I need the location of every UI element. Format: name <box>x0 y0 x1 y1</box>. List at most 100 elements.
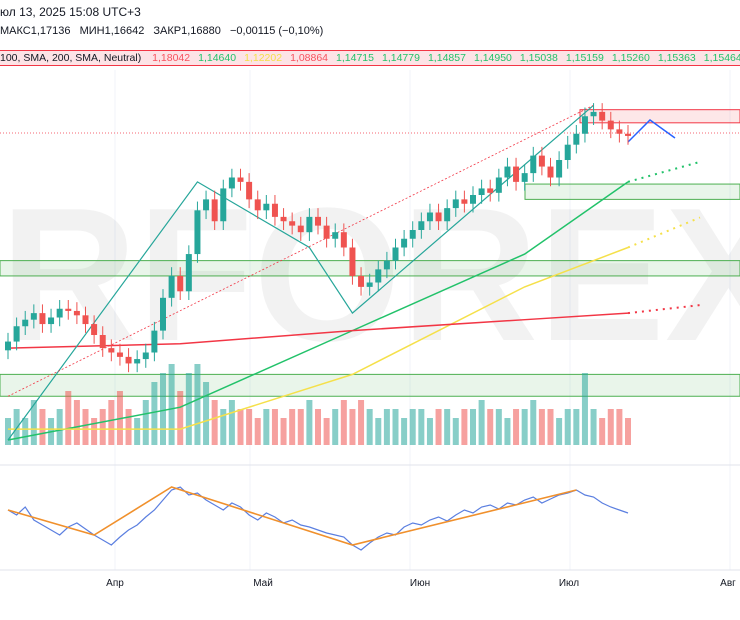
volume-bar <box>607 409 614 445</box>
oscillator-line <box>7 486 629 551</box>
candle-body <box>160 297 166 331</box>
candle-body <box>556 160 563 178</box>
volume-bar <box>73 400 80 445</box>
volume-bar <box>581 373 588 445</box>
candle-body <box>366 282 373 287</box>
volume-bar <box>401 418 408 445</box>
volume-bar <box>547 409 554 445</box>
candle-body <box>280 216 287 222</box>
candle-body <box>48 317 55 325</box>
candle-body <box>521 173 528 182</box>
volume-bar <box>409 409 416 445</box>
candle-body <box>564 144 571 160</box>
ma100-projection <box>627 216 701 249</box>
volume-bar <box>108 400 115 445</box>
volume-bar <box>211 400 218 445</box>
volume-bar <box>289 409 296 445</box>
volume-bar <box>263 409 270 445</box>
candle-body <box>263 203 270 211</box>
volume-bar <box>82 409 89 445</box>
zone-green <box>0 260 740 277</box>
candle-body <box>530 155 537 174</box>
candle-body <box>401 238 408 248</box>
ma-value: 1,15260 <box>611 52 650 64</box>
ma-value: 1,14857 <box>427 52 466 64</box>
candle-body <box>435 212 442 222</box>
candle-body <box>547 166 554 178</box>
candle-body <box>211 199 218 222</box>
volume-bar <box>366 409 373 445</box>
volume-bar <box>573 409 580 445</box>
ma200-projection <box>627 304 701 315</box>
forecast-arrow-icon <box>627 119 676 143</box>
volume-bar <box>22 418 29 445</box>
volume-bar <box>461 409 468 445</box>
candle-body <box>616 129 623 134</box>
candle-body <box>332 232 339 239</box>
oscillator-zigzag <box>7 486 577 546</box>
candle-body <box>470 195 476 204</box>
zone-green <box>0 373 740 397</box>
candle-body <box>409 230 416 239</box>
candle-body <box>5 341 11 351</box>
volume-bar <box>30 400 37 445</box>
x-axis-label: Авг <box>720 578 736 589</box>
volume-bar <box>340 400 347 445</box>
volume-bar <box>134 418 141 445</box>
candle-body <box>177 275 184 292</box>
volume-bar <box>65 391 72 445</box>
candle-body <box>151 330 158 353</box>
volume-bar <box>625 418 631 445</box>
candle-body <box>625 133 631 136</box>
ma-value: 1,18042 <box>152 52 191 64</box>
candle-body <box>65 308 72 311</box>
volume-bar <box>246 409 253 445</box>
volume-bar <box>332 409 339 445</box>
candle-body <box>99 335 106 349</box>
candle-body <box>134 359 141 364</box>
candle-body <box>383 260 390 270</box>
close-value: ЗАКР1,16880 <box>153 25 221 37</box>
candle-body <box>56 308 63 318</box>
x-axis-label: Июн <box>410 578 430 589</box>
candle-body <box>375 269 382 283</box>
candle-body <box>478 188 485 195</box>
low-value: МИН1,16642 <box>79 25 145 37</box>
ma-value: 1,14950 <box>473 52 512 64</box>
volume-bar <box>254 418 261 445</box>
candle-body <box>22 319 29 327</box>
x-axis-label: Апр <box>106 578 124 589</box>
candle-body <box>30 313 37 320</box>
candle-body <box>125 356 132 364</box>
volume-bar <box>237 409 244 445</box>
volume-bar <box>375 418 382 445</box>
volume-bar <box>530 400 537 445</box>
ma-value: 1,15038 <box>519 52 558 64</box>
volume-bar <box>151 382 158 445</box>
candle-body <box>461 199 468 204</box>
volume-bar <box>487 409 494 445</box>
candle-body <box>504 166 511 178</box>
volume-bar <box>91 418 98 445</box>
candle-body <box>392 247 399 261</box>
candle-body <box>203 199 210 211</box>
candle-body <box>73 310 80 316</box>
volume-bar <box>160 373 166 445</box>
candle-body <box>538 155 545 167</box>
high-value: МАКС1,17136 <box>0 25 71 37</box>
ma-indicator-legend[interactable]: 100, SMA, 200, SMA, Neutral) 1,18042 1,14… <box>0 50 740 66</box>
volume-bar <box>203 382 210 445</box>
volume-bar <box>426 418 433 445</box>
candle-body <box>13 326 20 342</box>
candle-body <box>306 216 313 233</box>
candle-body <box>444 208 451 222</box>
candle-body <box>185 254 192 292</box>
volume-bar <box>315 409 321 445</box>
ma-value: 1,14779 <box>382 52 420 64</box>
ma-value: 1,12202 <box>244 52 283 64</box>
volume-bar <box>168 364 175 445</box>
candle-body <box>590 111 597 117</box>
candle-body <box>168 275 175 298</box>
volume-bar <box>599 418 606 445</box>
